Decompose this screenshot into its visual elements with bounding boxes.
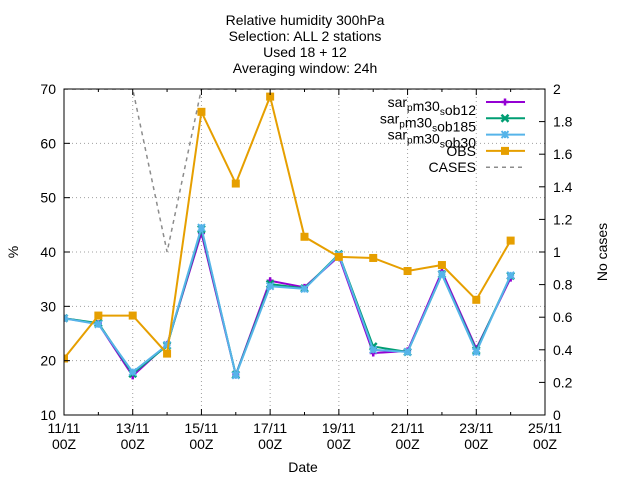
y2-axis-label: No cases bbox=[594, 223, 610, 281]
data-point bbox=[300, 232, 309, 241]
y-tick-label: 70 bbox=[40, 81, 56, 97]
x-tick-label-hour: 00Z bbox=[327, 436, 352, 452]
x-tick-label-hour: 00Z bbox=[258, 436, 283, 452]
data-point bbox=[369, 345, 378, 355]
legend-marker-2 bbox=[500, 113, 510, 123]
series-line-1 bbox=[64, 229, 512, 379]
data-point bbox=[197, 223, 206, 232]
x-tick-label: 13/11 bbox=[116, 420, 150, 436]
y2-tick-label: 1 bbox=[553, 244, 561, 260]
series-2 bbox=[64, 224, 516, 380]
x-tick-label-hour: 00Z bbox=[464, 436, 489, 452]
y2-tick-label: 0 bbox=[553, 407, 561, 423]
grid-lines bbox=[64, 89, 545, 415]
title-line-1: Relative humidity 300hPa bbox=[226, 12, 385, 28]
data-point bbox=[231, 371, 240, 380]
y2-tick-label: 0.8 bbox=[553, 277, 573, 293]
x-tick-label-hour: 00Z bbox=[396, 436, 421, 452]
x-tick-label: 25/11 bbox=[528, 420, 562, 436]
data-point bbox=[265, 282, 275, 291]
data-point bbox=[64, 354, 68, 363]
y-tick-label: 10 bbox=[40, 407, 56, 423]
data-point bbox=[506, 271, 515, 280]
data-point bbox=[300, 284, 309, 294]
legend-label-5: CASES bbox=[429, 159, 476, 175]
data-point bbox=[506, 236, 515, 245]
y-tick-label: 60 bbox=[40, 135, 56, 151]
data-point bbox=[403, 347, 412, 357]
x-tick-label: 15/11 bbox=[184, 420, 218, 436]
y2-tick-label: 0.6 bbox=[553, 309, 573, 325]
series-4 bbox=[64, 92, 515, 363]
legend-label-4: OBS bbox=[446, 143, 476, 159]
x-tick-label: 11/11 bbox=[48, 420, 81, 436]
y-tick-label: 20 bbox=[40, 353, 56, 369]
series-line-3 bbox=[64, 223, 512, 379]
y-tick-label: 30 bbox=[40, 298, 56, 314]
x-tick-label-hour: 00Z bbox=[189, 436, 214, 452]
data-point bbox=[128, 311, 137, 320]
y2-tick-label: 2 bbox=[553, 81, 561, 97]
y-axis-label: % bbox=[5, 246, 21, 258]
data-point bbox=[437, 270, 447, 279]
data-point bbox=[369, 253, 378, 262]
x-axis-label: Date bbox=[288, 459, 318, 475]
data-point bbox=[334, 252, 343, 261]
y-tick-label: 40 bbox=[40, 244, 56, 260]
legend-marker-4 bbox=[501, 146, 509, 155]
legend-marker-3 bbox=[500, 130, 510, 139]
y2-tick-label: 1.8 bbox=[553, 114, 573, 130]
x-tick-label: 19/11 bbox=[322, 420, 356, 436]
axis-ticks: 10 20 30 40 50 60 70 0 0.2 0.4 0.6 0.8 1 1.2 1.4 1.6 1.8… bbox=[40, 81, 572, 452]
y2-tick-label: 1.2 bbox=[553, 211, 573, 227]
legend-label-1: sarpm30sob12 bbox=[388, 94, 477, 118]
x-tick-label: 21/11 bbox=[391, 420, 425, 436]
legend-label-3: sarpm30sob30 bbox=[388, 127, 477, 151]
data-point bbox=[437, 261, 446, 270]
title-line-3: Used 18 + 12 bbox=[263, 44, 347, 60]
legend-marker-1 bbox=[501, 98, 509, 106]
x-tick-label-hour: 00Z bbox=[121, 436, 146, 452]
x-tick-label: 17/11 bbox=[253, 420, 287, 436]
legend-label-2: sarpm30sob185 bbox=[380, 110, 476, 134]
y-tick-label: 50 bbox=[40, 190, 56, 206]
series-line-4 bbox=[64, 93, 512, 360]
x-tick-label-hour: 00Z bbox=[533, 436, 558, 452]
data-point bbox=[162, 340, 172, 350]
data-point bbox=[163, 349, 172, 358]
y2-tick-label: 0.2 bbox=[553, 374, 573, 390]
y2-tick-label: 1.4 bbox=[553, 179, 573, 195]
data-point bbox=[472, 347, 481, 357]
series-3 bbox=[64, 223, 515, 380]
axis-labels: Date% No cases bbox=[5, 223, 610, 475]
data-point bbox=[94, 311, 103, 320]
data-point bbox=[94, 320, 103, 329]
data-point bbox=[128, 367, 137, 377]
data-point bbox=[197, 107, 206, 116]
title-line-2: Selection: ALL 2 stations bbox=[229, 28, 382, 44]
title-line-4: Averaging window: 24h bbox=[233, 60, 378, 76]
legend: sarpm30sob12sarpm30sob185sarpm30sob30OBS… bbox=[380, 94, 525, 175]
x-tick-label: 23/11 bbox=[459, 420, 493, 436]
x-tick-label-hour: 00Z bbox=[52, 436, 77, 452]
data-point bbox=[403, 267, 412, 276]
data-point bbox=[472, 295, 481, 304]
y2-tick-label: 0.4 bbox=[553, 342, 573, 358]
series-group bbox=[64, 89, 545, 380]
series-line-2 bbox=[64, 225, 512, 379]
data-point bbox=[231, 179, 240, 188]
y2-tick-label: 1.6 bbox=[553, 146, 573, 162]
